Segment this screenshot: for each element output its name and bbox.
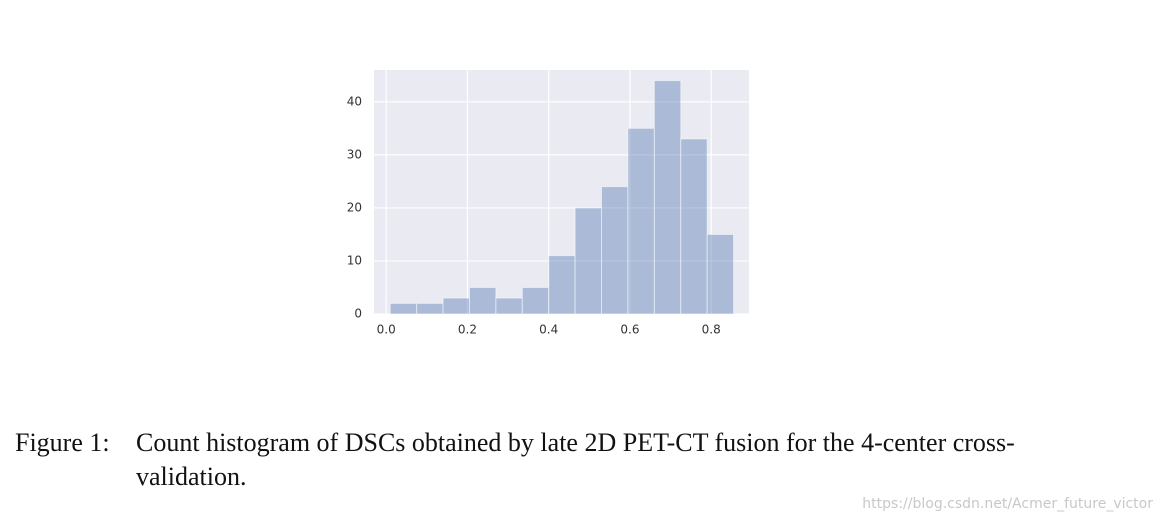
caption-text: Count histogram of DSCs obtained by late… bbox=[136, 428, 1015, 491]
x-tick-label: 0.8 bbox=[702, 323, 721, 337]
bar bbox=[389, 302, 418, 315]
bar bbox=[574, 207, 603, 315]
bar bbox=[468, 286, 497, 315]
x-tick-label: 0.0 bbox=[377, 323, 396, 337]
caption-label: Figure 1: bbox=[15, 428, 110, 457]
x-tick-label: 0.6 bbox=[620, 323, 639, 337]
bar bbox=[416, 302, 444, 315]
bar bbox=[601, 186, 629, 315]
bar bbox=[521, 286, 550, 315]
watermark: https://blog.csdn.net/Acmer_future_victo… bbox=[862, 496, 1153, 512]
y-tick-label: 40 bbox=[347, 94, 362, 108]
bar bbox=[495, 297, 523, 315]
bar bbox=[680, 138, 708, 315]
bar bbox=[548, 255, 576, 315]
y-tick-label: 20 bbox=[347, 200, 362, 214]
bar bbox=[706, 233, 735, 315]
y-tick-label: 30 bbox=[347, 147, 362, 161]
bar bbox=[653, 80, 682, 315]
x-tick-label: 0.4 bbox=[539, 323, 558, 337]
plot-background bbox=[374, 70, 749, 314]
x-tick-label: 0.2 bbox=[458, 323, 477, 337]
bar bbox=[442, 297, 470, 315]
y-tick-label: 10 bbox=[347, 253, 362, 267]
y-tick-label: 0 bbox=[354, 307, 362, 321]
bar bbox=[627, 127, 655, 315]
chart: 0 10 20 30 40 0.0 0.2 0.4 0.6 0.8 bbox=[347, 70, 749, 337]
